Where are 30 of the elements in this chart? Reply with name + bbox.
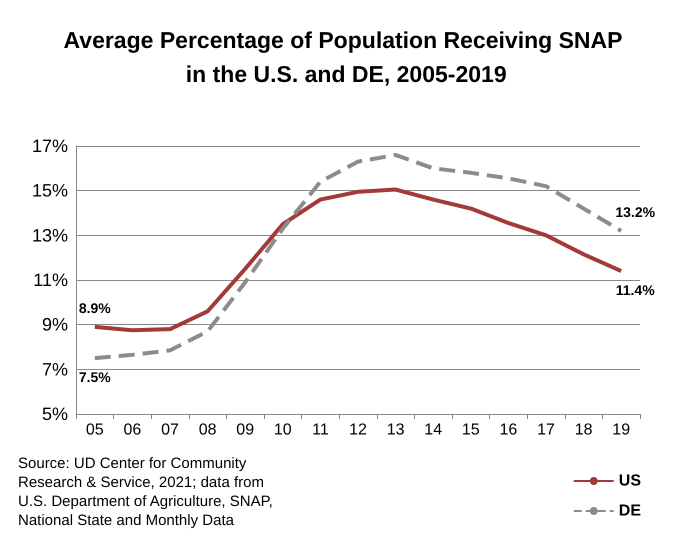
y-tick-label: 5% (42, 404, 68, 424)
data-label: 13.2% (615, 204, 656, 220)
source-note: Source: UD Center for Community Research & Service, 2021; data from U.S. Department of Agriculture, SNAP, National State and Monthly Data (18, 455, 278, 529)
x-tick-label: 07 (161, 422, 179, 438)
legend-label: US (618, 472, 642, 490)
data-label: 7.5% (78, 369, 112, 386)
data-label: 11.4% (616, 282, 656, 298)
x-tick-label: 15 (462, 422, 480, 438)
x-tick-label: 08 (198, 422, 217, 438)
x-tick-label: 13 (386, 422, 405, 438)
y-tick-label: 9% (42, 314, 68, 335)
y-tick-label: 15% (32, 180, 68, 201)
y-tick-label: 17% (32, 136, 68, 156)
x-tick-label: 09 (236, 422, 254, 438)
x-tick-label: 18 (574, 422, 593, 438)
y-tick-label: 13% (32, 225, 68, 246)
x-tick-label: 14 (424, 422, 442, 438)
x-tick-label: 06 (124, 422, 142, 438)
x-tick-label: 05 (86, 422, 104, 438)
chart-title: Average Percentage of Population Receiving SNAP in the U.S. and DE, 2005-2019 (64, 27, 622, 87)
x-tick-label: 12 (349, 422, 367, 438)
legend-label: DE (618, 502, 642, 520)
y-tick-label: 7% (42, 359, 68, 380)
x-tick-label: 17 (537, 422, 555, 438)
x-tick-label: 10 (274, 422, 292, 438)
x-tick-label: 11 (312, 422, 329, 438)
x-tick-label: 19 (612, 422, 630, 438)
x-tick-label: 16 (500, 422, 518, 438)
data-label: 8.9% (78, 300, 112, 316)
y-tick-label: 11% (33, 270, 68, 290)
